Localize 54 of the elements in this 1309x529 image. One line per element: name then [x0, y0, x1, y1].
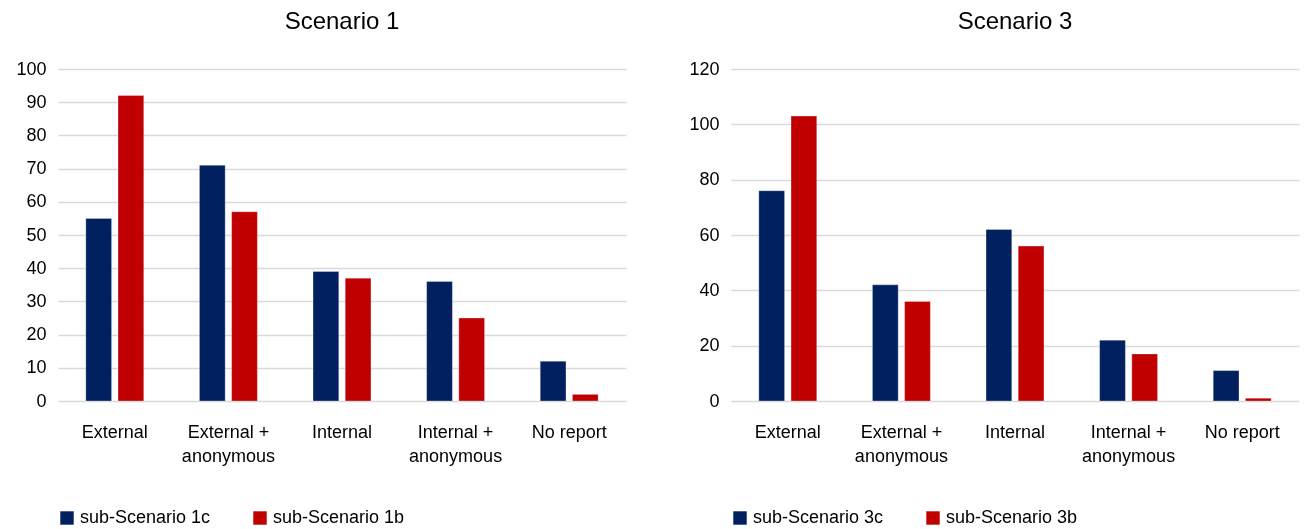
y-tick-label: 40	[26, 257, 47, 278]
bar	[312, 271, 340, 402]
bar	[1245, 397, 1272, 402]
x-tick-label: External	[81, 421, 148, 442]
bar	[1131, 353, 1158, 402]
legend-label: sub-Scenario 3c	[753, 507, 884, 527]
x-tick-label: No report	[531, 421, 607, 442]
y-tick-label: 60	[699, 224, 720, 245]
x-tick-label: External + anonymous	[854, 421, 948, 466]
x-tick-label: External + anonymous	[181, 421, 275, 466]
y-tick-label: 100	[689, 113, 720, 134]
bar	[1212, 370, 1240, 402]
legend-label: sub-Scenario 3b	[946, 507, 1078, 527]
y-tick-label: 50	[26, 224, 47, 245]
bar	[85, 218, 112, 402]
bar	[231, 211, 258, 402]
bar	[426, 281, 453, 402]
x-tick-label: External	[754, 421, 821, 442]
y-tick-label: 20	[26, 324, 47, 345]
y-tick-label: 20	[699, 335, 720, 356]
bar	[790, 115, 818, 402]
bar	[539, 360, 567, 402]
x-tick-label: Internal + anonymous	[1082, 421, 1176, 466]
y-tick-label: 60	[26, 191, 47, 212]
y-tick-label: 40	[699, 279, 720, 300]
bar	[117, 95, 145, 402]
x-tick-label: No report	[1204, 421, 1280, 442]
y-tick-label: 70	[26, 158, 47, 179]
y-tick-label: 0	[36, 390, 47, 411]
y-tick-label: 100	[16, 58, 47, 79]
y-tick-label: 10	[26, 357, 47, 378]
chart-title: Scenario 1	[284, 7, 400, 34]
bar	[199, 164, 226, 402]
bar	[985, 229, 1013, 402]
bar	[904, 301, 931, 402]
y-tick-label: 90	[26, 91, 47, 112]
bar	[344, 277, 372, 402]
x-tick-label: Internal + anonymous	[409, 421, 503, 466]
y-tick-label: 80	[699, 169, 720, 190]
y-tick-label: 0	[709, 390, 720, 411]
bar	[758, 190, 785, 402]
bar	[572, 394, 599, 402]
x-tick-label: Internal	[984, 421, 1046, 442]
bar	[1017, 245, 1045, 402]
y-tick-label: 120	[689, 58, 720, 79]
y-tick-label: 80	[26, 124, 47, 145]
legend-label: sub-Scenario 1b	[273, 507, 405, 527]
bar	[458, 317, 485, 402]
y-tick-label: 30	[26, 290, 47, 311]
bar	[1099, 339, 1126, 402]
x-tick-label: Internal	[311, 421, 373, 442]
chart-title: Scenario 3	[957, 7, 1073, 34]
bar	[872, 284, 899, 402]
legend-label: sub-Scenario 1c	[80, 507, 211, 527]
